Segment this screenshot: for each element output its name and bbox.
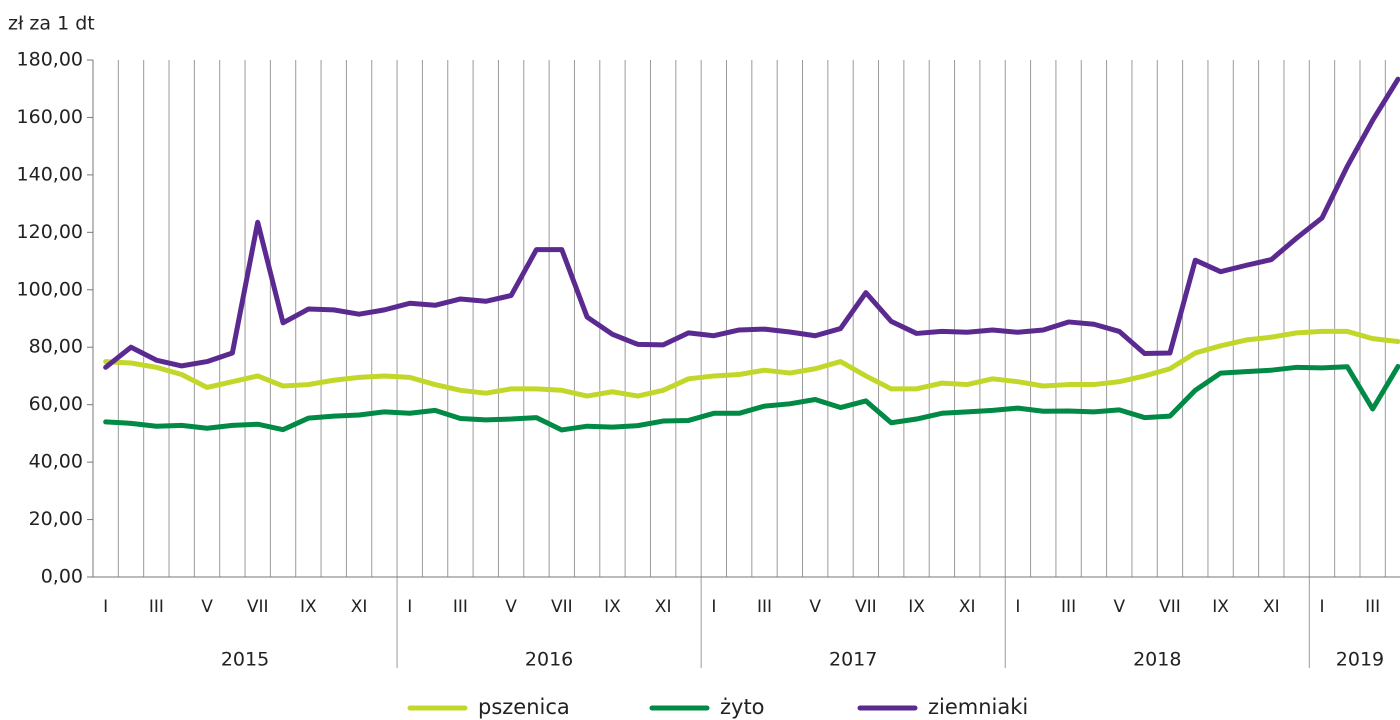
x-tick-label: I xyxy=(1015,597,1020,617)
x-tick-label: I xyxy=(407,597,412,617)
y-tick-label: 20,00 xyxy=(29,508,83,530)
x-tick-label: V xyxy=(201,597,213,617)
y-tick-label: 60,00 xyxy=(29,393,83,415)
x-tick-label: XI xyxy=(1263,597,1280,617)
x-tick-label: III xyxy=(757,597,772,617)
y-unit-label: zł za 1 dt xyxy=(8,13,95,35)
legend-label: pszenica xyxy=(478,695,570,719)
x-tick-label: I xyxy=(103,597,108,617)
x-tick-label: VII xyxy=(855,597,877,617)
series-line xyxy=(103,76,1400,370)
x-tick-label: XI xyxy=(351,597,368,617)
x-tick-label: IX xyxy=(1212,597,1229,617)
x-tick-label: III xyxy=(453,597,468,617)
y-tick-label: 0,00 xyxy=(41,566,83,588)
x-tick-label: IX xyxy=(604,597,621,617)
x-tick-label: VII xyxy=(551,597,573,617)
x-tick-label: III xyxy=(1365,597,1380,617)
x-tick-label: XI xyxy=(959,597,976,617)
series-line xyxy=(103,363,1400,433)
x-tick-label: III xyxy=(1061,597,1076,617)
y-tick-label: 140,00 xyxy=(17,163,83,185)
year-label: 2017 xyxy=(829,649,877,671)
year-label: 2019 xyxy=(1336,649,1384,671)
x-tick-label: VII xyxy=(1159,597,1181,617)
x-tick-label: IX xyxy=(908,597,925,617)
y-tick-label: 160,00 xyxy=(17,106,83,128)
legend-label: żyto xyxy=(720,695,765,719)
year-label: 2016 xyxy=(525,649,573,671)
x-tick-label: XI xyxy=(655,597,672,617)
y-tick-label: 40,00 xyxy=(29,451,83,473)
legend-label: ziemniaki xyxy=(928,695,1028,719)
y-tick-label: 80,00 xyxy=(29,336,83,358)
x-tick-label: I xyxy=(1319,597,1324,617)
series-line xyxy=(103,328,1400,399)
y-tick-label: 100,00 xyxy=(17,278,83,300)
year-label: 2015 xyxy=(221,649,269,671)
year-label: 2018 xyxy=(1133,649,1181,671)
x-tick-label: V xyxy=(1113,597,1125,617)
x-tick-label: IX xyxy=(300,597,317,617)
y-tick-label: 120,00 xyxy=(17,221,83,243)
x-tick-label: V xyxy=(505,597,517,617)
x-tick-label: III xyxy=(149,597,164,617)
x-tick-label: I xyxy=(711,597,716,617)
x-tick-label: VII xyxy=(247,597,269,617)
x-tick-label: V xyxy=(809,597,821,617)
y-tick-label: 180,00 xyxy=(17,49,83,71)
